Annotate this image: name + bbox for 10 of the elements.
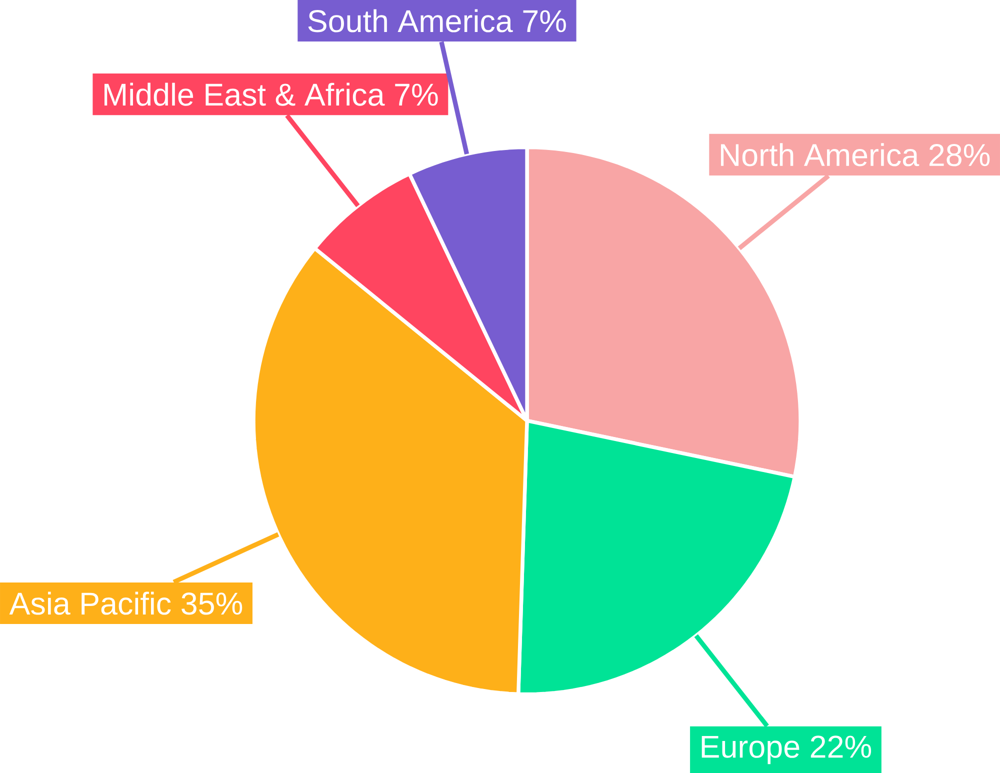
data-label: 7% [523, 10, 566, 32]
slice-label: Middle East & Africa [104, 82, 385, 106]
data-label: 35% [182, 592, 242, 615]
slice-label: South America [308, 9, 513, 32]
slice-label: North America [720, 143, 920, 166]
data-label: 22% [810, 735, 872, 758]
slice-label: Europe [702, 736, 800, 764]
slice-label: Asia Pacific [9, 592, 171, 615]
data-label: 7% [395, 84, 438, 106]
data-label: 28% [929, 144, 990, 166]
